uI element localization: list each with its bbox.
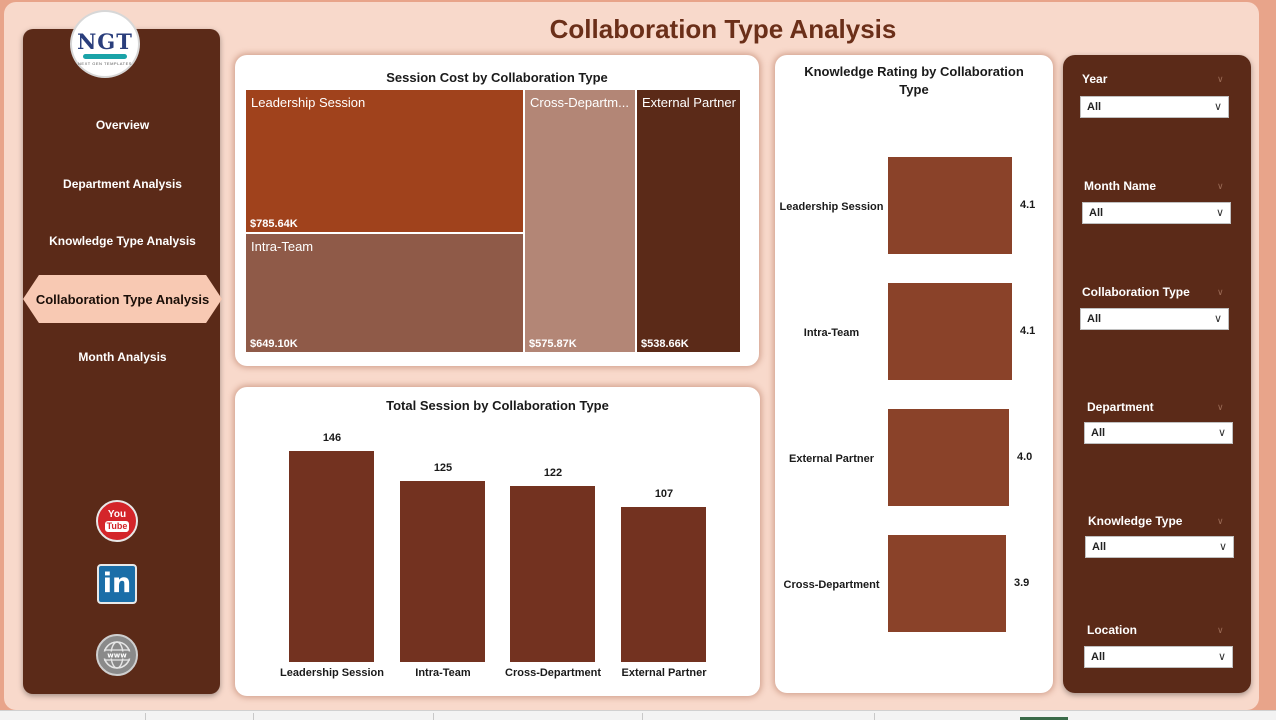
rating-category-label: Intra-Team <box>803 327 860 339</box>
treemap-cell-cross-department[interactable]: Cross-Departm... $575.87K <box>525 90 635 352</box>
treemap-cell-external-partner[interactable]: External Partner $538.66K <box>637 90 740 352</box>
youtube-icon[interactable]: You Tube <box>96 500 138 542</box>
treemap-cell-value: $649.10K <box>250 338 298 350</box>
logo-mark: NGT <box>77 29 133 54</box>
session-category-label: Leadership Session <box>280 667 384 679</box>
nav-item-knowledge-type-analysis[interactable]: Knowledge Type Analysis <box>49 234 196 248</box>
session-bar-value: 122 <box>543 467 563 479</box>
nav-item-month-analysis[interactable]: Month Analysis <box>78 350 167 364</box>
filter-label-year: Year <box>1082 72 1108 86</box>
session-cost-title: Session Cost by Collaboration Type <box>386 70 608 85</box>
logo-swoosh <box>83 54 127 59</box>
filter-select-collaboration-type[interactable]: All ∨ <box>1080 308 1229 330</box>
filter-select-department[interactable]: All ∨ <box>1084 422 1233 444</box>
filter-collapse-icon[interactable]: ∨ <box>1217 516 1224 526</box>
rating-bar-value: 3.9 <box>1014 577 1030 589</box>
treemap-cell-value: $575.87K <box>529 338 577 350</box>
treemap-cell-value: $785.64K <box>250 218 298 230</box>
nav-item-department-analysis[interactable]: Department Analysis <box>63 177 182 191</box>
www-label: www <box>107 652 127 660</box>
chevron-down-icon: ∨ <box>1218 541 1227 553</box>
rating-bar-value: 4.1 <box>1020 199 1036 211</box>
session-bar[interactable] <box>289 451 374 662</box>
knowledge-rating-title-line1: Knowledge Rating by Collaboration <box>804 64 1024 79</box>
linkedin-icon[interactable]: in <box>97 564 137 604</box>
session-bar-value: 146 <box>322 432 342 444</box>
session-category-label: External Partner <box>621 667 707 679</box>
nav-item-collaboration-type-analysis[interactable]: Collaboration Type Analysis <box>23 275 222 323</box>
session-bar[interactable] <box>400 481 485 662</box>
filter-panel <box>1063 55 1251 693</box>
filter-collapse-icon[interactable]: ∨ <box>1217 181 1224 191</box>
filter-collapse-icon[interactable]: ∨ <box>1217 402 1224 412</box>
filter-select-value: All <box>1087 313 1102 325</box>
filter-select-month-name[interactable]: All ∨ <box>1082 202 1231 224</box>
knowledge-rating-title-line2: Type <box>899 82 929 97</box>
ngt-logo: NGT NEXT GEN TEMPLATES <box>70 10 140 78</box>
filter-select-value: All <box>1092 541 1107 553</box>
rating-bar-value: 4.0 <box>1017 451 1033 463</box>
youtube-icon-bottom: Tube <box>105 521 129 532</box>
filter-select-knowledge-type[interactable]: All ∨ <box>1085 536 1234 558</box>
filter-select-location[interactable]: All ∨ <box>1084 646 1233 668</box>
filter-label-month-name: Month Name <box>1084 179 1156 193</box>
filter-label-collaboration-type: Collaboration Type <box>1082 285 1190 299</box>
chevron-down-icon: ∨ <box>1217 427 1226 439</box>
globe-icon: www <box>102 641 132 669</box>
treemap-cell-label: Cross-Departm... <box>530 95 629 110</box>
filter-collapse-icon[interactable]: ∨ <box>1217 625 1224 635</box>
page-title: Collaboration Type Analysis <box>549 14 897 44</box>
filter-label-knowledge-type: Knowledge Type <box>1088 514 1183 528</box>
session-bar[interactable] <box>510 486 595 662</box>
session-bar-value: 107 <box>654 488 674 500</box>
filter-select-value: All <box>1091 651 1106 663</box>
logo-subtitle: NEXT GEN TEMPLATES <box>78 61 132 66</box>
session-category-label: Cross-Department <box>505 667 601 679</box>
rating-bar[interactable] <box>888 283 1012 380</box>
chevron-down-icon: ∨ <box>1213 313 1222 325</box>
youtube-icon-top: You <box>107 509 127 520</box>
treemap-cell-label: Intra-Team <box>251 239 314 254</box>
treemap-cell-value: $538.66K <box>641 338 689 350</box>
filter-select-value: All <box>1089 207 1104 219</box>
session-bar[interactable] <box>621 507 706 662</box>
chevron-down-icon: ∨ <box>1213 101 1222 113</box>
filter-label-location: Location <box>1087 623 1137 637</box>
session-category-label: Intra-Team <box>415 667 471 679</box>
treemap-cell-label: Leadership Session <box>251 95 366 110</box>
total-session-title: Total Session by Collaboration Type <box>386 398 609 413</box>
nav-item-overview[interactable]: Overview <box>95 118 150 132</box>
chevron-down-icon: ∨ <box>1217 651 1226 663</box>
session-bar-value: 125 <box>433 462 453 474</box>
rating-bar[interactable] <box>888 535 1006 632</box>
filter-select-year[interactable]: All ∨ <box>1080 96 1229 118</box>
knowledge-rating-title: Knowledge Rating by Collaboration Type <box>775 63 1053 99</box>
treemap-cell-label: External Partner <box>642 95 736 110</box>
website-globe-icon[interactable]: www <box>96 634 138 676</box>
treemap-cell-intra-team[interactable]: Intra-Team $649.10K <box>246 234 523 352</box>
rating-bar-value: 4.1 <box>1020 325 1036 337</box>
filter-label-department: Department <box>1087 400 1154 414</box>
rating-bar[interactable] <box>888 409 1009 506</box>
filter-select-value: All <box>1087 101 1102 113</box>
filter-select-value: All <box>1091 427 1106 439</box>
rating-category-label: Leadership Session <box>779 201 884 213</box>
rating-category-label: External Partner <box>789 453 874 465</box>
filter-collapse-icon[interactable]: ∨ <box>1217 287 1224 297</box>
treemap-cell-leadership-session[interactable]: Leadership Session $785.64K <box>246 90 523 232</box>
chevron-down-icon: ∨ <box>1215 207 1224 219</box>
rating-category-label: Cross-Department <box>783 579 880 591</box>
filter-collapse-icon[interactable]: ∨ <box>1217 74 1224 84</box>
rating-bar[interactable] <box>888 157 1012 254</box>
page-tab-strip <box>0 710 1276 720</box>
